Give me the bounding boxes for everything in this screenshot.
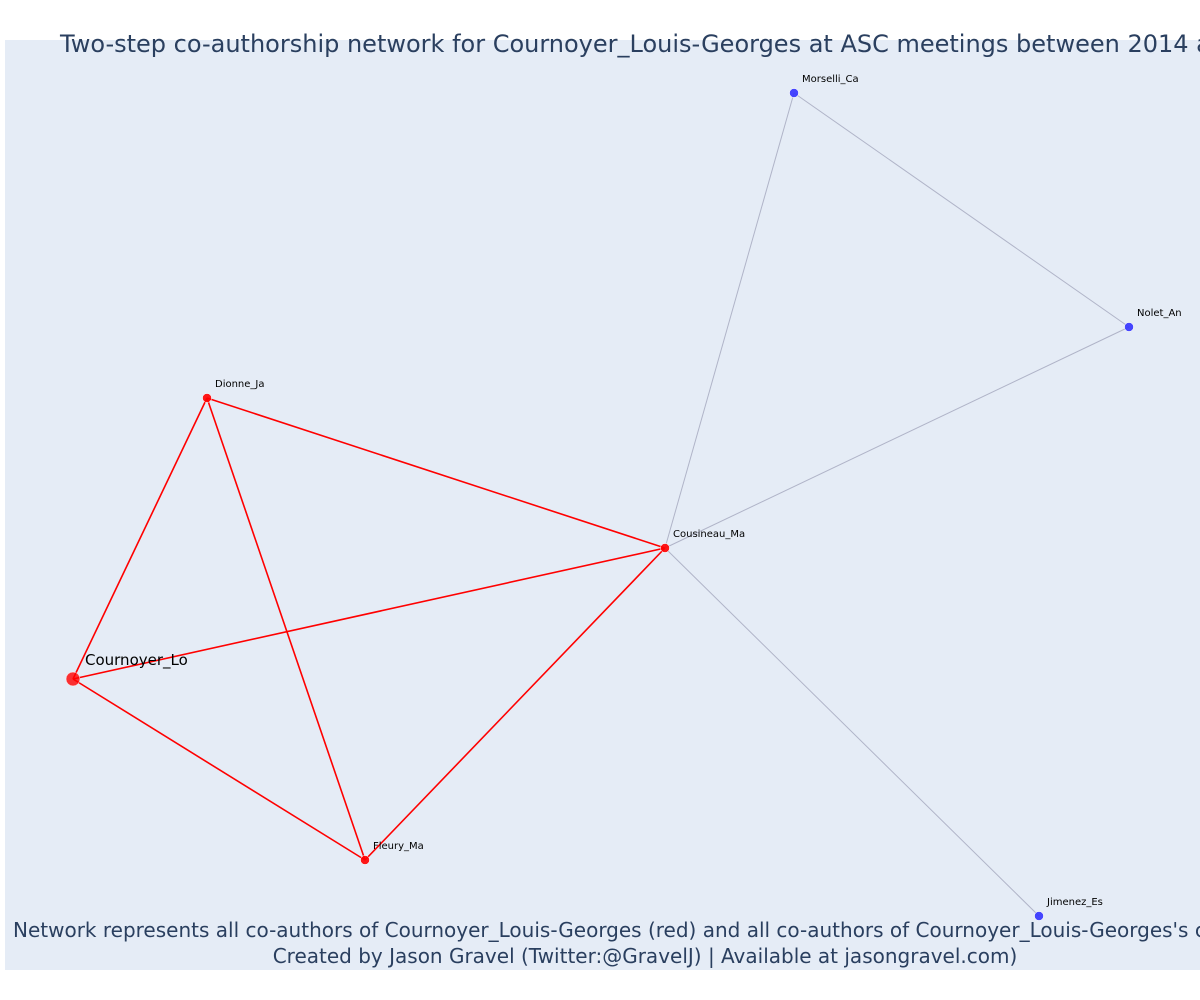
node-label-Jimenez_Es: Jimenez_Es bbox=[1046, 897, 1103, 908]
edge-Cournoyer_Lo-Cousineau_Ma bbox=[72, 547, 666, 680]
edge-Cournoyer_Lo-Fleury_Ma bbox=[72, 678, 366, 861]
node-Dionne_Ja[interactable] bbox=[202, 393, 212, 403]
chart-title: Two-step co-authorship network for Courn… bbox=[60, 30, 1200, 58]
edge-Cousineau_Ma-Nolet_An bbox=[664, 326, 1130, 549]
plot-background bbox=[5, 40, 1200, 970]
edge-Cournoyer_Lo-Dionne_Ja bbox=[72, 397, 208, 680]
nodes-layer bbox=[65, 88, 1134, 921]
node-Morselli_Ca[interactable] bbox=[789, 88, 799, 98]
node-label-Nolet_An: Nolet_An bbox=[1137, 308, 1182, 319]
node-Jimenez_Es[interactable] bbox=[1034, 911, 1044, 921]
node-label-Cournoyer_Lo: Cournoyer_Lo bbox=[85, 651, 188, 670]
edges-layer bbox=[72, 92, 1130, 917]
edge-Morselli_Ca-Nolet_An bbox=[793, 92, 1130, 328]
node-Nolet_An[interactable] bbox=[1124, 322, 1134, 332]
node-label-Morselli_Ca: Morselli_Ca bbox=[802, 74, 859, 85]
edge-Cousineau_Ma-Jimenez_Es bbox=[664, 547, 1040, 917]
node-label-Fleury_Ma: Fleury_Ma bbox=[373, 841, 424, 852]
footer-credit: Created by Jason Gravel (Twitter:@Gravel… bbox=[272, 944, 1018, 968]
node-Cousineau_Ma[interactable] bbox=[660, 543, 670, 553]
node-label-Dionne_Ja: Dionne_Ja bbox=[215, 379, 265, 390]
footer-caption: Network represents all co-authors of Cou… bbox=[13, 918, 1200, 942]
edge-Cousineau_Ma-Morselli_Ca bbox=[664, 92, 795, 549]
edge-Cousineau_Ma-Fleury_Ma bbox=[364, 547, 666, 861]
node-Cournoyer_Lo[interactable] bbox=[65, 671, 81, 687]
edge-Dionne_Ja-Cousineau_Ma bbox=[206, 397, 666, 549]
labels-layer: Cournoyer_Lo Dionne_Ja Cousineau_Ma Fleury_… bbox=[85, 74, 1182, 908]
node-Fleury_Ma[interactable] bbox=[360, 855, 370, 865]
edge-Dionne_Ja-Fleury_Ma bbox=[206, 397, 366, 861]
node-label-Cousineau_Ma: Cousineau_Ma bbox=[673, 529, 745, 540]
